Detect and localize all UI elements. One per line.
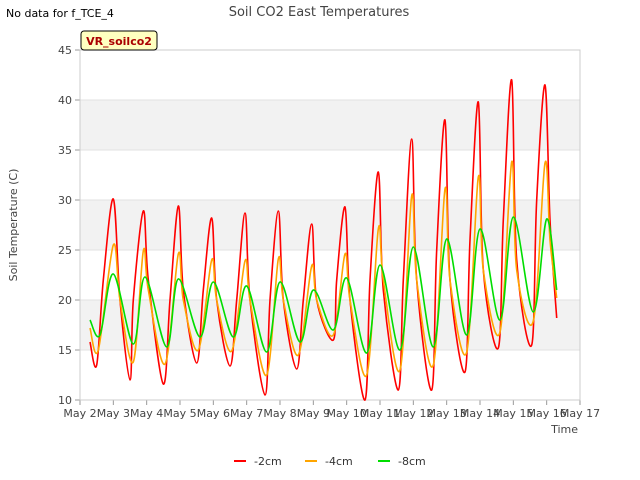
chart-title: Soil CO2 East Temperatures <box>229 5 410 20</box>
y-tick-label: 35 <box>58 144 72 157</box>
legend-label: -4cm <box>325 455 353 468</box>
y-tick-label: 25 <box>58 244 72 257</box>
x-axis-label: Time <box>550 423 578 436</box>
y-tick-label: 15 <box>58 344 72 357</box>
series-line-8cm <box>89 216 558 354</box>
y-tick-label: 30 <box>58 194 72 207</box>
legend-label: -8cm <box>398 455 426 468</box>
x-axis: May 2 May 3 May 4 May 5 May 6 May 7 May 8 May 9… <box>63 400 600 420</box>
y-tick-label: 40 <box>58 94 72 107</box>
station-badge: VR_soilco2 <box>80 30 158 51</box>
x-tick-label: May 10 <box>327 407 367 420</box>
grid-band <box>80 200 580 250</box>
x-tick-label: May 8 <box>263 407 296 420</box>
x-tick-label: May 9 <box>297 407 330 420</box>
y-axis-label: Soil Temperature (C) <box>7 169 20 282</box>
legend: -2cm -4cm -8cm <box>234 455 426 468</box>
x-tick-label: May 14 <box>460 407 500 420</box>
x-tick-label: May 4 <box>130 407 163 420</box>
series-lines <box>89 79 558 401</box>
plot-frame <box>79 49 581 401</box>
legend-label: -2cm <box>254 455 282 468</box>
x-tick-label: May 16 <box>527 407 567 420</box>
x-tick-label: May 7 <box>230 407 263 420</box>
no-data-note: No data for f_TCE_4 <box>6 7 114 20</box>
grid-band <box>80 100 580 150</box>
x-tick-label: May 5 <box>163 407 196 420</box>
x-tick-label: May 3 <box>97 407 130 420</box>
x-tick-label: May 13 <box>427 407 467 420</box>
x-tick-label: May 11 <box>360 407 400 420</box>
x-tick-label: May 6 <box>197 407 230 420</box>
grid-bands <box>80 49 580 401</box>
y-tick-label: 20 <box>58 294 72 307</box>
series-line-2cm <box>89 79 558 401</box>
grid-band <box>80 50 580 100</box>
x-tick-label: May 12 <box>393 407 433 420</box>
grid-band <box>80 350 580 400</box>
x-tick-label: May 2 <box>63 407 96 420</box>
station-badge-label: VR_soilco2 <box>86 35 152 48</box>
x-tick-label: May 17 <box>560 407 600 420</box>
y-tick-label: 45 <box>58 44 72 57</box>
y-tick-label: 10 <box>58 394 72 407</box>
y-axis: 10 15 20 25 30 35 40 45 <box>58 44 80 407</box>
grid-band <box>80 150 580 200</box>
grid-band <box>80 250 580 300</box>
series-line-4cm <box>89 160 558 378</box>
x-tick-label: May 15 <box>493 407 533 420</box>
